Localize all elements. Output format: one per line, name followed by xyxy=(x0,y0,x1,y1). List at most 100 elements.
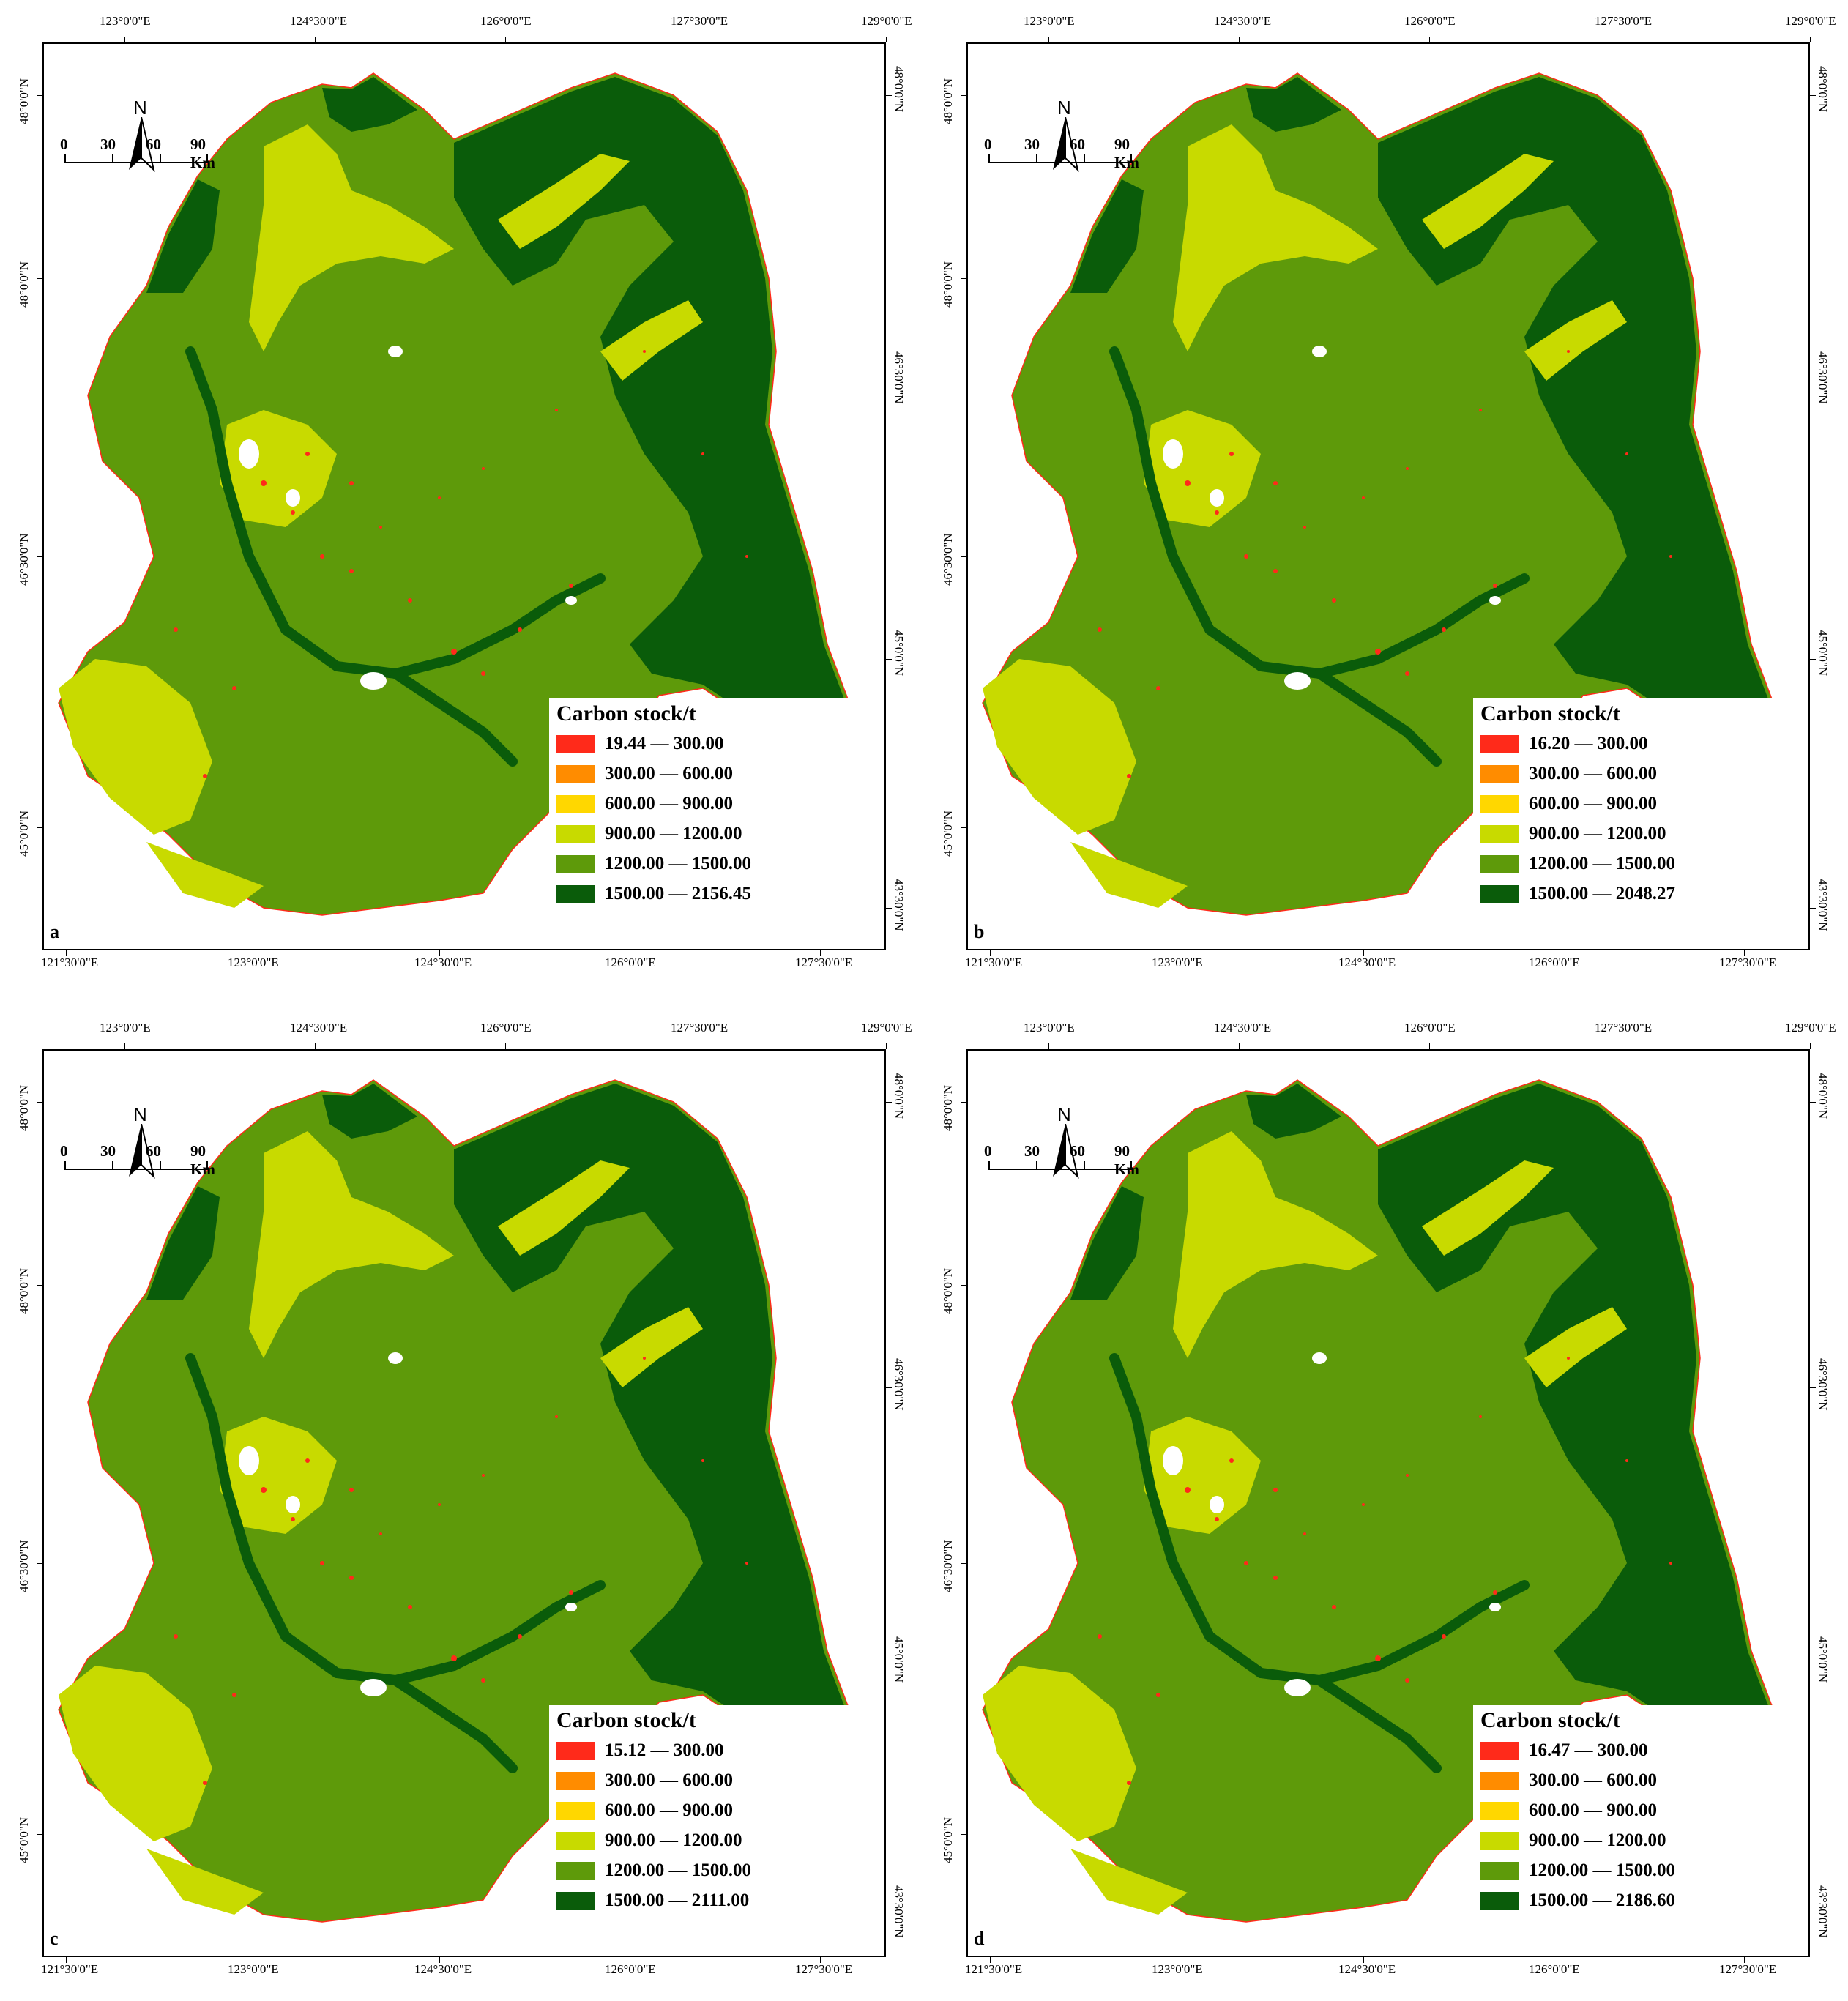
lat-tick-left: 45°0'0"N xyxy=(17,810,31,857)
valley-strip-1 xyxy=(498,154,630,249)
south-cropland xyxy=(146,842,264,908)
legend-swatch xyxy=(556,1832,595,1850)
scale-tick xyxy=(160,154,161,163)
lat-tick-right: 46°30'0"N xyxy=(892,1358,906,1411)
tick-mark xyxy=(961,1102,966,1103)
scale-bar: 0 30 60 90 Km xyxy=(60,135,215,172)
northern-valley xyxy=(249,124,454,351)
scale-line xyxy=(988,162,1132,163)
lat-tick-left: 48°0'0"N xyxy=(941,261,955,308)
lon-tick-top: 123°0'0"E xyxy=(100,1021,151,1035)
scale-line xyxy=(64,1169,208,1170)
legend-swatch xyxy=(1480,1742,1519,1760)
legend-row: 900.00 — 1200.00 xyxy=(556,822,849,846)
scale-tick xyxy=(206,154,208,163)
scale-line xyxy=(64,162,208,163)
lon-tick-bottom: 127°30'0"E xyxy=(1719,1962,1777,1976)
scale-label-30: 30 xyxy=(100,1142,116,1160)
lat-tick-right: 45°0'0"N xyxy=(892,1636,906,1683)
lon-tick-top: 126°0'0"E xyxy=(480,1021,532,1035)
tick-mark xyxy=(961,827,966,828)
lat-tick-left: 45°0'0"N xyxy=(17,1816,31,1863)
scale-tick xyxy=(64,154,66,163)
lon-tick-bottom: 121°30'0"E xyxy=(965,1962,1023,1976)
legend-row: 1500.00 — 2048.27 xyxy=(1480,882,1773,906)
scale-tick xyxy=(1130,1161,1132,1170)
legend-label: 300.00 — 600.00 xyxy=(1529,764,1657,783)
dark-forest-n xyxy=(1246,1084,1341,1139)
lon-tick-top: 126°0'0"E xyxy=(1404,14,1456,28)
lat-tick-right: 48°0'0"N xyxy=(1816,66,1830,113)
north-arrow: N xyxy=(1048,97,1082,173)
legend-label: 300.00 — 600.00 xyxy=(605,1770,733,1790)
lon-tick-bottom: 121°30'0"E xyxy=(41,1962,99,1976)
map-frame: N 0 30 60 90 Km Carbon stock/t 16.47 xyxy=(966,1049,1810,1957)
lon-tick-top: 127°30'0"E xyxy=(671,1021,729,1035)
tick-mark xyxy=(820,1957,821,1963)
legend-swatch xyxy=(556,825,595,843)
lon-tick-bottom: 127°30'0"E xyxy=(795,955,853,969)
lon-tick-bottom: 127°30'0"E xyxy=(1719,955,1777,969)
legend-row: 900.00 — 1200.00 xyxy=(556,1829,849,1852)
panel-label: b xyxy=(974,921,985,942)
legend-label: 19.44 — 300.00 xyxy=(605,734,724,753)
legend-label: 1200.00 — 1500.00 xyxy=(1529,854,1675,873)
legend-title: Carbon stock/t xyxy=(556,1708,696,1732)
tick-mark xyxy=(1744,950,1745,956)
southwest-cropland xyxy=(983,659,1136,835)
lat-tick-left: 48°0'0"N xyxy=(17,1267,31,1314)
lat-tick-left: 46°30'0"N xyxy=(17,533,31,586)
valley-strip-2 xyxy=(1524,300,1627,381)
lon-tick-top: 126°0'0"E xyxy=(480,14,532,28)
map-panel-d: N 0 30 60 90 Km Carbon stock/t 16.47 xyxy=(924,1007,1836,1988)
tick-mark xyxy=(1810,1102,1816,1103)
lon-tick-top: 124°30'0"E xyxy=(1214,14,1272,28)
tick-mark xyxy=(505,1043,506,1049)
valley-strip-2 xyxy=(600,1307,703,1387)
scale-bar: 0 30 60 90 Km xyxy=(984,135,1139,172)
tick-mark xyxy=(990,1957,991,1963)
tick-mark xyxy=(315,37,316,42)
legend-swatch xyxy=(556,1772,595,1790)
legend-title: Carbon stock/t xyxy=(1480,701,1620,726)
tick-mark xyxy=(439,950,440,956)
legend-label: 600.00 — 900.00 xyxy=(1529,794,1657,813)
legend-swatch xyxy=(1480,855,1519,873)
scale-label-60: 60 xyxy=(146,135,161,153)
tick-mark xyxy=(1239,1043,1240,1049)
north-arrow-icon xyxy=(129,1124,155,1180)
lat-tick-right: 43°30'0"N xyxy=(892,1885,906,1938)
tick-mark xyxy=(37,827,42,828)
tick-mark xyxy=(961,95,966,96)
lat-tick-right: 46°30'0"N xyxy=(892,351,906,404)
lat-tick-left: 46°30'0"N xyxy=(17,1540,31,1592)
north-arrow-icon xyxy=(1053,1124,1079,1180)
legend-row: 19.44 — 300.00 xyxy=(556,732,849,756)
scale-label-30: 30 xyxy=(100,135,116,153)
legend-title: Carbon stock/t xyxy=(556,701,696,726)
tick-mark xyxy=(961,1563,966,1564)
scale-label-90: 90 Km xyxy=(1114,1142,1139,1178)
lon-tick-top: 129°0'0"E xyxy=(1785,1021,1836,1035)
scale-bar: 0 30 60 90 Km xyxy=(984,1142,1139,1179)
map-frame: N 0 30 60 90 Km Carbon stock/t 15.12 xyxy=(42,1049,886,1957)
tick-mark xyxy=(1363,1957,1364,1963)
dark-forest-nw xyxy=(146,1186,220,1300)
legend-swatch xyxy=(556,1802,595,1820)
lat-tick-right: 48°0'0"N xyxy=(892,66,906,113)
lon-tick-bottom: 124°30'0"E xyxy=(414,955,472,969)
tick-mark xyxy=(1239,37,1240,42)
map-frame: N 0 30 60 90 Km Carbon stock/t 16.20 xyxy=(966,42,1810,950)
scale-label-30: 30 xyxy=(1024,1142,1040,1160)
low-carbon-patches xyxy=(174,1357,748,1785)
scale-tick xyxy=(1036,1161,1037,1170)
lat-tick-left: 48°0'0"N xyxy=(941,1267,955,1314)
south-cropland xyxy=(146,1849,264,1915)
tick-mark xyxy=(990,950,991,956)
lon-tick-top: 126°0'0"E xyxy=(1404,1021,1456,1035)
lat-tick-left: 45°0'0"N xyxy=(941,1816,955,1863)
lat-tick-left: 46°30'0"N xyxy=(941,533,955,586)
legend-label: 300.00 — 600.00 xyxy=(1529,1770,1657,1790)
legend-swatch xyxy=(556,1862,595,1880)
river-corridor-2 xyxy=(390,1675,518,1773)
